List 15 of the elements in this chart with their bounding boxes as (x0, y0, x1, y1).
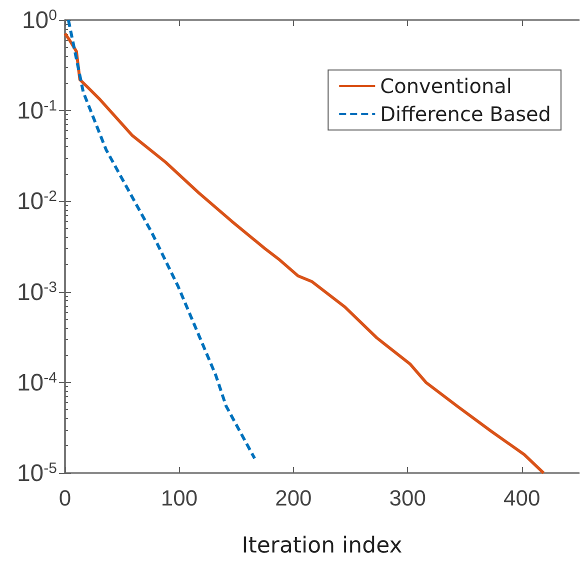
x-tick-label: 400 (504, 486, 540, 510)
y-tick-label: 10$^{0}$ (22, 6, 57, 34)
x-tick-label: 300 (389, 486, 426, 510)
x-tick-label: 100 (160, 486, 198, 510)
y-tick-label: 10$^{-2}$ (16, 188, 57, 216)
line-series (66, 18, 256, 460)
y-tick-label: 10$^{-1}$ (16, 97, 57, 125)
y-tick-label: 10$^{-4}$ (16, 368, 57, 396)
legend-label: Difference Based (380, 102, 551, 126)
legend-label: Conventional (380, 74, 512, 98)
y-tick-label: 10$^{-3}$ (16, 278, 57, 306)
x-tick-label: 200 (275, 486, 312, 510)
x-tick-label: 0 (58, 486, 72, 510)
y-tick-label: 10$^{-5}$ (16, 460, 57, 487)
x-axis-title: Iteration index (242, 534, 402, 558)
